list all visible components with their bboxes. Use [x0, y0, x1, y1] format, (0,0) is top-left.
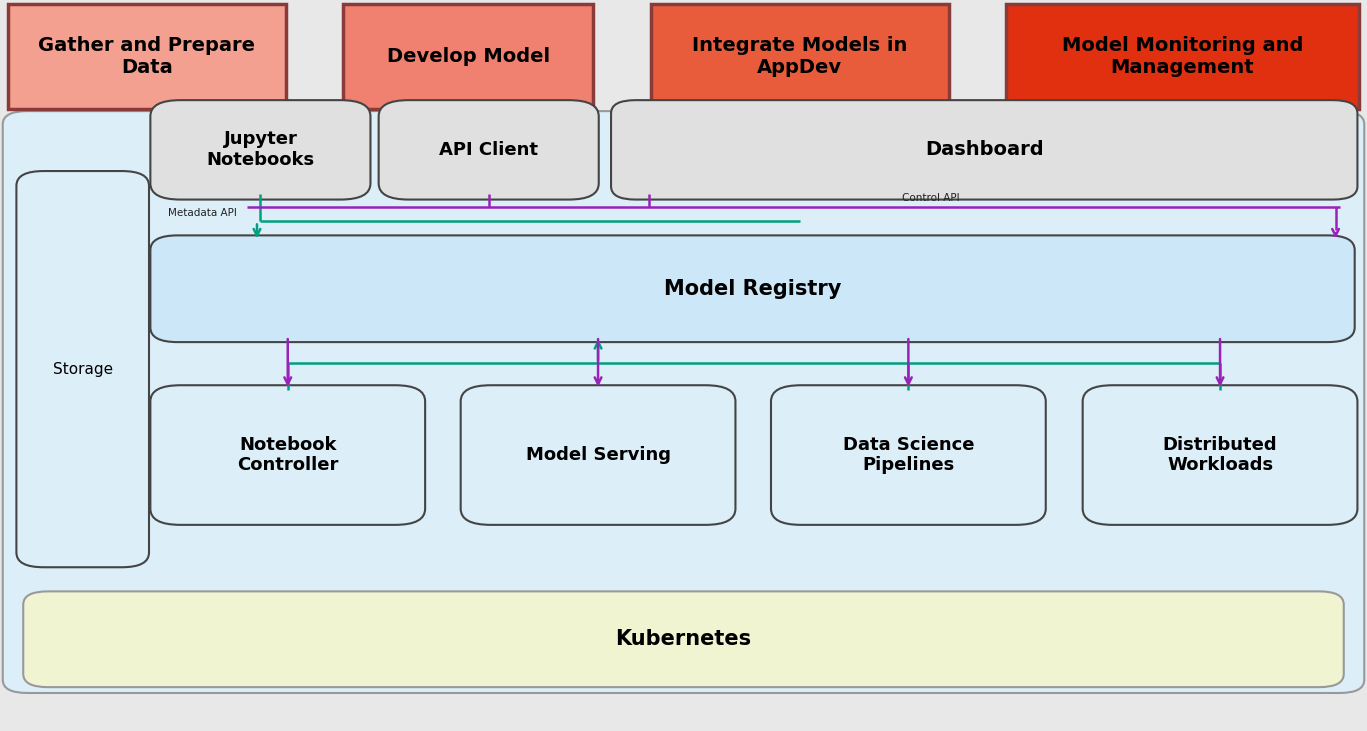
- FancyBboxPatch shape: [3, 111, 1364, 693]
- FancyBboxPatch shape: [16, 171, 149, 567]
- FancyBboxPatch shape: [343, 4, 593, 109]
- Text: Dashboard: Dashboard: [925, 140, 1043, 159]
- Text: Kubernetes: Kubernetes: [615, 629, 752, 649]
- Text: Gather and Prepare
Data: Gather and Prepare Data: [38, 36, 256, 77]
- Text: Develop Model: Develop Model: [387, 48, 550, 66]
- FancyBboxPatch shape: [150, 235, 1355, 342]
- FancyBboxPatch shape: [379, 100, 599, 200]
- FancyBboxPatch shape: [150, 100, 370, 200]
- Text: API Client: API Client: [439, 141, 539, 159]
- Text: Data Science
Pipelines: Data Science Pipelines: [842, 436, 975, 474]
- FancyBboxPatch shape: [461, 385, 735, 525]
- FancyBboxPatch shape: [651, 4, 949, 109]
- FancyBboxPatch shape: [8, 4, 286, 109]
- FancyBboxPatch shape: [1083, 385, 1357, 525]
- Text: Distributed
Workloads: Distributed Workloads: [1163, 436, 1277, 474]
- Text: Jupyter
Notebooks: Jupyter Notebooks: [206, 130, 314, 170]
- FancyBboxPatch shape: [771, 385, 1046, 525]
- FancyBboxPatch shape: [1006, 4, 1359, 109]
- Text: Notebook
Controller: Notebook Controller: [236, 436, 339, 474]
- Text: Model Monitoring and
Management: Model Monitoring and Management: [1062, 36, 1303, 77]
- Text: Metadata API: Metadata API: [168, 208, 236, 218]
- Text: Model Serving: Model Serving: [525, 446, 671, 464]
- Text: Model Registry: Model Registry: [664, 279, 841, 299]
- Text: Integrate Models in
AppDev: Integrate Models in AppDev: [692, 36, 908, 77]
- FancyBboxPatch shape: [611, 100, 1357, 200]
- FancyBboxPatch shape: [23, 591, 1344, 687]
- Text: Storage: Storage: [53, 362, 112, 376]
- Text: Control API: Control API: [902, 193, 960, 203]
- FancyBboxPatch shape: [150, 385, 425, 525]
